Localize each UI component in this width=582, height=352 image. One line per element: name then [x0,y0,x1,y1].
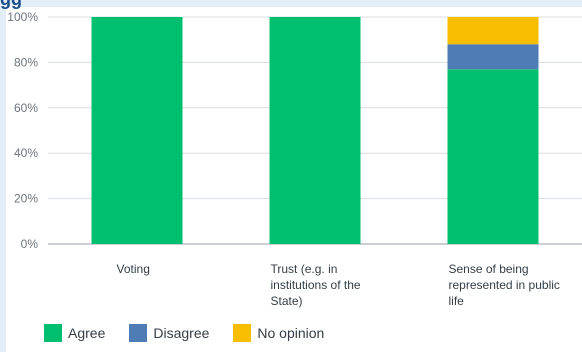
legend-item: Agree [44,324,105,342]
y-tick-label: 80% [14,55,38,69]
legend-swatch [129,324,148,342]
y-tick-label: 60% [14,101,38,115]
category-label: Trust (e.g. in institutions of the State) [271,262,361,308]
y-tick-label: 40% [14,146,38,160]
legend-label: Disagree [153,325,210,341]
y-tick-label: 20% [14,192,38,206]
category-label: Voting [117,262,150,276]
bar-no-opinion [447,17,539,45]
legend-item: No opinion [233,324,324,342]
bar-agree [269,17,361,244]
legend-swatch [233,324,252,342]
legend-label: No opinion [257,325,325,341]
bar-agree [91,17,183,244]
bar-agree [447,69,539,245]
y-tick-label: 0% [21,237,39,251]
legend-label: Agree [68,325,106,341]
page-top-strip: gg [0,0,582,10]
legend-swatch [44,324,62,342]
chart-legend: Agree Disagree No opinion [44,322,348,344]
category-label: Sense of being represented in public life [449,262,560,308]
cropped-title-fragment: gg [0,0,22,10]
y-tick-label: 100% [7,10,38,24]
bar-disagree [447,44,539,70]
page-left-strip [0,0,6,352]
legend-item: Disagree [129,324,209,342]
